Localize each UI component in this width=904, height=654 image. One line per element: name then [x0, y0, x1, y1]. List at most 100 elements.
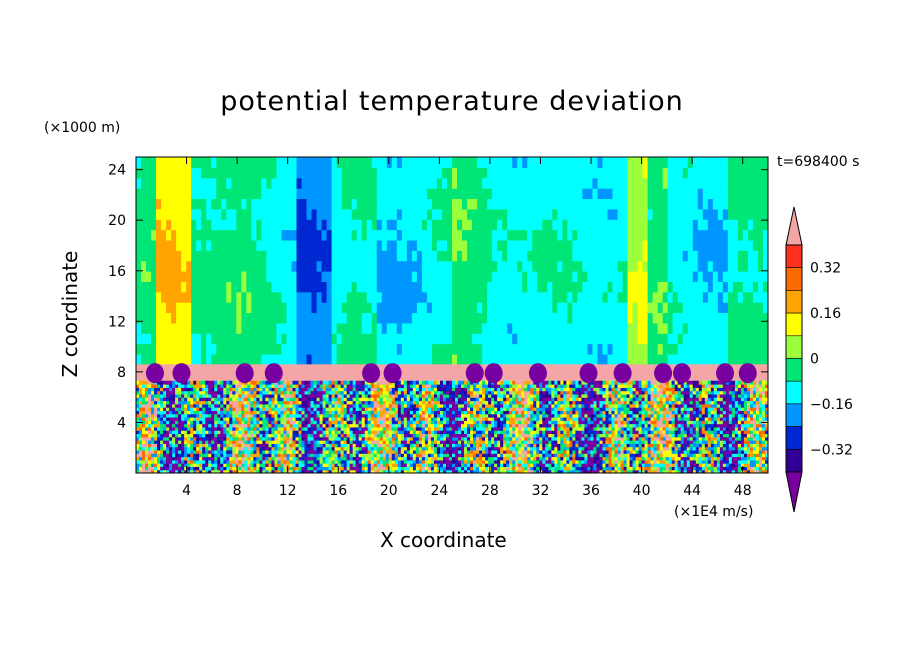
field-cell [280, 407, 285, 411]
field-cell [331, 322, 338, 334]
field-cell [286, 410, 291, 415]
field-cell [286, 387, 291, 392]
field-cell [388, 433, 393, 438]
field-cell [187, 416, 191, 421]
field-cell [364, 393, 369, 398]
field-cell [266, 198, 273, 210]
field-cell [220, 430, 224, 435]
field-cell [247, 420, 251, 425]
field-cell [208, 403, 212, 408]
field-cell [253, 410, 257, 415]
field-cell [742, 281, 749, 293]
field-cell [482, 157, 488, 168]
field-cell [452, 343, 458, 355]
field-cell [151, 239, 157, 251]
field-cell [271, 466, 276, 471]
field-cell [247, 426, 251, 431]
field-cell [220, 407, 224, 411]
field-cell [572, 250, 578, 262]
field-cell [707, 229, 714, 241]
field-cell [217, 433, 221, 438]
field-cell [274, 410, 279, 415]
field-cell [355, 469, 360, 473]
field-cell [304, 384, 309, 388]
field-cell [268, 380, 273, 385]
field-cell [737, 302, 744, 314]
field-cell [562, 271, 568, 282]
field-cell [452, 291, 458, 303]
field-cell [394, 420, 399, 425]
field-cell [310, 397, 315, 402]
field-cell [241, 167, 247, 179]
field-cell [627, 157, 634, 168]
field-cell [426, 157, 433, 168]
field-cell [175, 466, 179, 471]
field-cell [328, 440, 333, 444]
field-cell [364, 436, 369, 441]
field-cell [136, 281, 142, 293]
field-cell [145, 397, 149, 402]
field-cell [172, 426, 176, 431]
field-cell [301, 426, 306, 431]
field-cell [191, 198, 197, 210]
field-cell [457, 271, 463, 282]
field-cell [364, 407, 369, 411]
field-cell [411, 271, 418, 282]
field-cell [452, 302, 458, 314]
field-cell [310, 416, 315, 421]
field-cell [406, 322, 413, 334]
field-cell [244, 430, 248, 435]
field-cell [361, 400, 366, 405]
field-cell [211, 333, 217, 345]
field-cell [301, 343, 308, 355]
field-cell [268, 456, 273, 461]
field-cell [376, 440, 381, 444]
field-cell [376, 343, 383, 355]
field-cell [446, 208, 453, 220]
field-cell [617, 291, 624, 303]
field-cell [371, 312, 378, 324]
field-cell [416, 291, 423, 303]
field-cell [196, 403, 200, 408]
field-cell [452, 250, 458, 262]
field-cell [136, 384, 140, 388]
field-cell [139, 469, 143, 473]
field-cell [472, 271, 478, 282]
field-cell [712, 157, 719, 168]
field-cell [537, 333, 543, 345]
field-cell [379, 463, 384, 468]
field-cell [292, 440, 297, 444]
field-cell [226, 333, 232, 345]
field-cell [186, 322, 192, 334]
field-cell [358, 393, 363, 398]
field-cell [421, 219, 428, 231]
field-cell [295, 436, 300, 441]
field-cell [187, 397, 191, 402]
field-cell [289, 420, 294, 425]
field-cell [253, 469, 257, 473]
field-cell [527, 281, 533, 293]
field-cell [190, 380, 194, 385]
field-cell [259, 390, 263, 395]
field-cell [241, 397, 245, 402]
field-cell [697, 312, 704, 324]
field-cell [136, 312, 142, 324]
field-cell [497, 353, 503, 365]
field-cell [351, 177, 358, 189]
field-cell [306, 343, 313, 355]
field-cell [346, 157, 353, 168]
field-cell [181, 446, 185, 451]
field-cell [747, 198, 754, 210]
field-cell [181, 260, 187, 272]
field-cell [274, 430, 279, 435]
field-cell [244, 410, 248, 415]
field-cell [547, 312, 553, 324]
field-cell [367, 393, 372, 398]
field-cell [557, 198, 563, 210]
field-cell [280, 433, 285, 438]
field-cell [253, 433, 257, 438]
field-cell [244, 420, 248, 425]
field-cell [497, 208, 503, 220]
field-cell [672, 208, 679, 220]
field-cell [274, 436, 279, 441]
